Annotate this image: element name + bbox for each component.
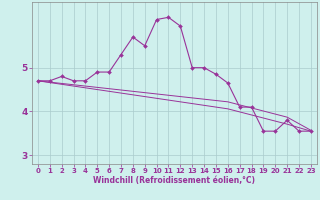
X-axis label: Windchill (Refroidissement éolien,°C): Windchill (Refroidissement éolien,°C): [93, 176, 255, 185]
